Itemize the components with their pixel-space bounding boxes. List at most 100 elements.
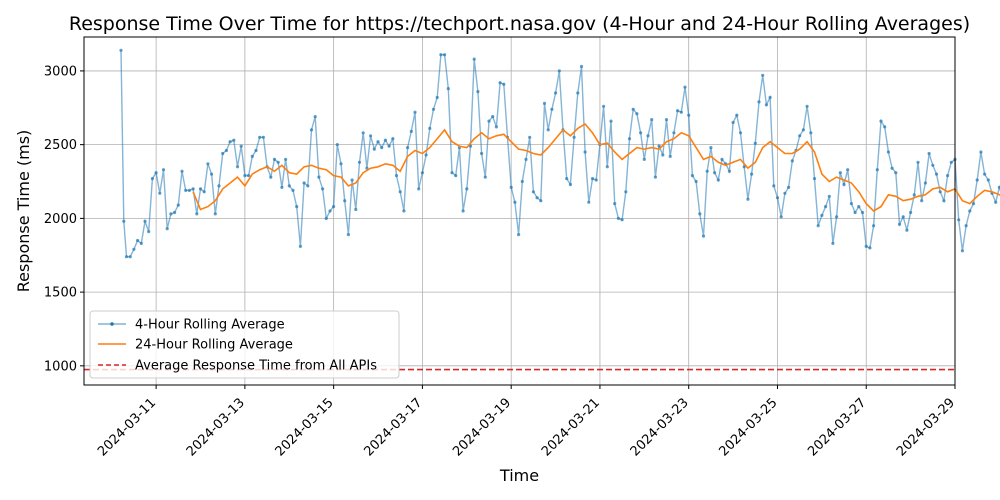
data-point-4-hour [409,129,413,133]
data-point-4-hour [824,205,828,209]
data-point-4-hour [302,181,306,185]
data-point-4-hour [687,113,691,117]
data-point-4-hour [122,219,126,223]
data-point-4-hour [905,228,909,232]
data-point-4-hour [927,151,931,156]
data-point-4-hour [676,109,680,113]
data-point-4-hour [790,159,794,163]
data-point-4-hour [768,95,772,100]
data-point-4-hour [849,202,854,206]
data-point-4-hour [335,143,339,147]
data-point-4-hour [428,126,432,130]
data-point-4-hour [964,224,968,228]
x-axis-title: Time [499,466,539,485]
data-point-4-hour [820,213,824,217]
data-point-4-hour [975,178,979,182]
data-point-4-hour [753,141,757,145]
data-point-4-hour [931,163,935,167]
data-point-4-hour [520,179,524,184]
data-point-4-hour [498,81,502,85]
data-point-4-hour [376,140,380,144]
data-point-4-hour [328,209,332,213]
data-point-4-hour [727,169,732,173]
data-point-4-hour [450,171,454,175]
data-point-4-hour [224,148,228,153]
data-point-4-hour [735,113,739,117]
data-point-4-hour [394,174,399,178]
data-point-4-hour [979,150,983,154]
data-point-4-hour [291,188,295,192]
data-point-4-hour [816,224,820,228]
data-point-4-hour [232,138,236,142]
data-point-4-hour [842,182,846,187]
data-point-4-hour [835,215,839,219]
data-point-4-hour [324,216,328,220]
data-point-4-hour [491,115,495,119]
data-point-4-hour [868,246,872,250]
data-point-4-hour [169,212,173,216]
data-point-4-hour [124,255,129,259]
data-point-4-hour [968,209,972,213]
data-point-4-hour [757,100,761,104]
data-point-4-hour [202,190,206,194]
data-point-4-hour [284,157,288,161]
y-tick-label: 2000 [44,212,77,227]
data-point-4-hour [627,137,632,141]
data-point-4-hour [550,107,554,111]
data-point-4-hour [243,174,247,178]
data-point-4-hour [946,174,950,178]
data-point-4-hour [154,171,158,175]
data-point-4-hour [609,119,613,123]
data-point-4-hour [698,212,702,216]
data-point-4-hour [420,171,424,175]
data-point-4-hour [942,199,946,203]
data-point-4-hour [435,95,439,100]
data-point-4-hour [487,119,491,123]
data-point-4-hour [439,53,443,57]
data-point-4-hour [119,48,123,52]
data-point-4-hour [261,135,265,139]
data-point-4-hour [443,53,447,57]
data-point-4-hour [383,138,387,142]
data-point-4-hour [372,147,376,151]
data-point-4-hour [132,247,136,251]
data-point-4-hour [195,212,199,216]
data-point-4-hour [635,112,639,116]
data-point-4-hour [720,157,724,161]
y-axis-ticks: 1000 1500 2000 2500 3000 [44,64,84,374]
data-point-4-hour [668,154,672,158]
data-point-4-hour [894,171,898,175]
data-point-4-hour [997,185,1000,189]
data-point-4-hour [472,57,476,61]
data-point-4-hour [406,146,410,150]
data-point-4-hour [957,218,961,222]
data-point-4-hour [339,162,343,166]
data-point-4-hour [483,175,487,179]
data-point-4-hour [398,190,402,194]
data-point-4-hour [357,160,362,164]
data-point-4-hour [872,224,876,228]
data-point-4-hour [143,219,147,223]
data-point-4-hour [920,199,924,203]
data-point-4-hour [332,205,336,209]
data-point-4-hour [701,234,706,238]
data-point-4-hour [602,104,606,108]
y-tick-label: 1500 [44,286,77,301]
data-point-4-hour [827,194,831,198]
data-point-4-hour [879,119,883,123]
data-point-4-hour [217,184,221,188]
data-point-4-hour [247,174,251,178]
y-axis-title: Response Time (ms) [14,130,33,293]
data-point-4-hour [772,184,776,188]
data-point-4-hour [306,184,310,188]
data-point-4-hour [354,207,358,212]
data-point-4-hour [960,249,965,253]
data-point-4-hour [298,244,302,248]
data-point-4-hour [147,230,151,234]
data-point-4-hour [616,216,621,220]
data-point-4-hour [831,241,835,245]
data-point-4-hour [272,157,277,161]
data-point-4-hour [402,209,406,213]
legend: 4-Hour Rolling Average 24-Hour Rolling A… [89,310,400,379]
data-point-4-hour [509,185,513,189]
